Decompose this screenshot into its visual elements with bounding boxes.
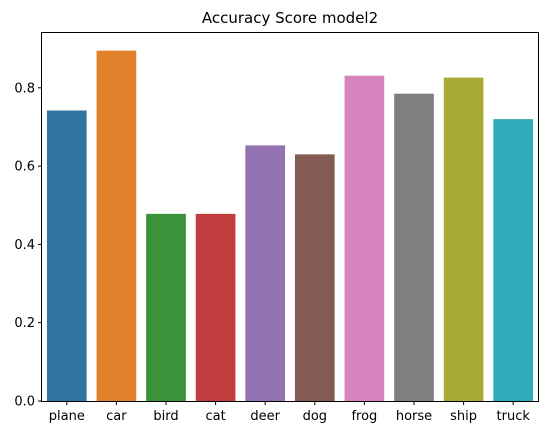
bars-layer bbox=[46, 50, 534, 402]
bar-cat bbox=[195, 213, 236, 401]
bar-car bbox=[96, 50, 137, 402]
x-tick-label-bird: bird bbox=[153, 409, 178, 424]
bar-dog bbox=[294, 154, 335, 401]
y-tick-label: 0.8 bbox=[14, 81, 35, 96]
y-tick-label: 0.0 bbox=[14, 395, 35, 410]
bar-deer bbox=[245, 145, 286, 401]
x-tick-label-frog: frog bbox=[351, 409, 377, 424]
bar-horse bbox=[394, 93, 434, 402]
y-axis: 0.0 0.2 0.4 0.6 0.8 bbox=[14, 81, 42, 410]
x-tick-label-plane: plane bbox=[49, 409, 85, 424]
x-tick-label-dog: dog bbox=[303, 409, 327, 424]
x-axis: plane car bird cat deer dog frog horse ship truck bbox=[49, 401, 531, 424]
y-tick-label: 0.4 bbox=[14, 238, 35, 253]
bar-bird bbox=[146, 213, 186, 401]
bar-plane bbox=[46, 110, 87, 401]
x-tick-label-horse: horse bbox=[396, 409, 432, 424]
y-tick-label: 0.6 bbox=[14, 160, 35, 175]
x-tick-label-deer: deer bbox=[250, 409, 280, 424]
chart-title: Accuracy Score model2 bbox=[202, 9, 378, 27]
bar-ship bbox=[443, 77, 484, 401]
y-tick-label: 0.2 bbox=[14, 316, 35, 331]
bar-frog bbox=[344, 75, 385, 402]
x-tick-label-truck: truck bbox=[497, 409, 531, 424]
x-tick-label-car: car bbox=[106, 409, 127, 424]
plot-frame bbox=[41, 32, 539, 402]
x-tick-label-ship: ship bbox=[450, 409, 477, 424]
x-tick-label-cat: cat bbox=[205, 409, 225, 424]
bar-truck bbox=[493, 119, 534, 401]
